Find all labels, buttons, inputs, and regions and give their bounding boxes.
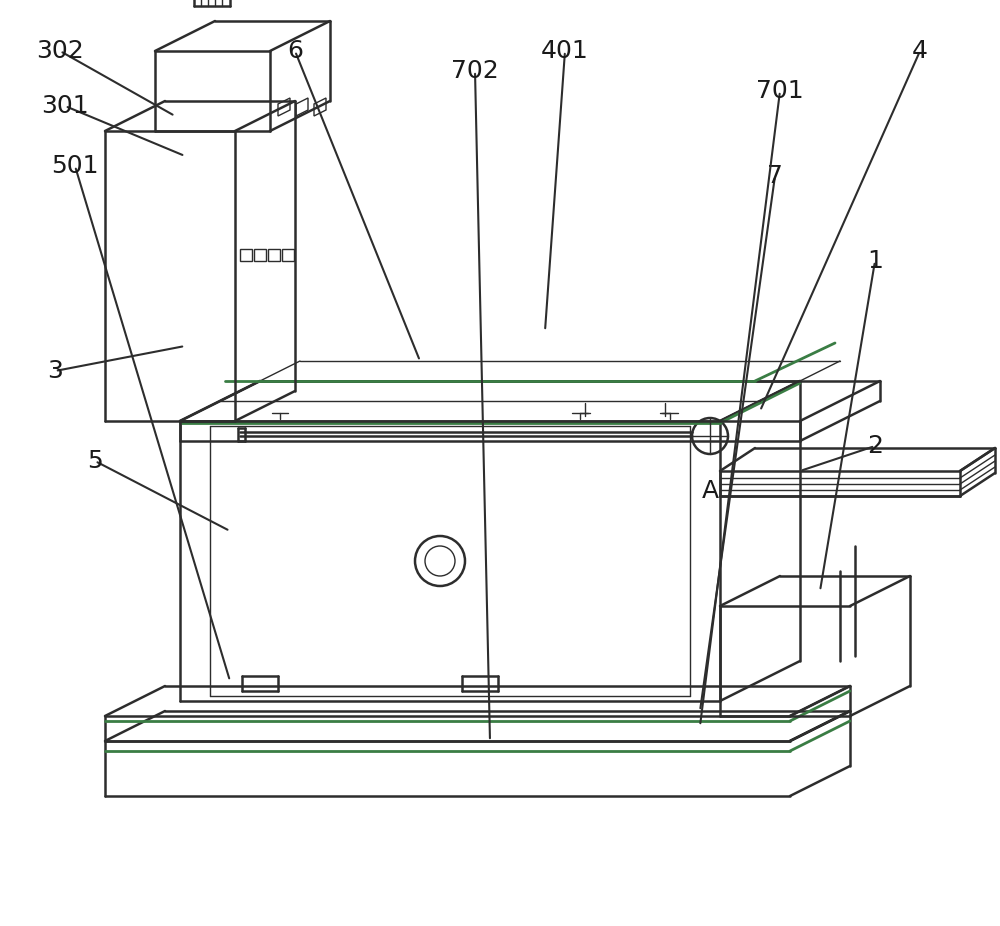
Text: A: A [701,479,719,503]
Text: 2: 2 [867,434,883,458]
Text: 501: 501 [51,154,99,178]
Text: 301: 301 [41,94,89,118]
Text: 701: 701 [756,79,804,103]
Text: 7: 7 [767,164,783,188]
Text: 702: 702 [451,59,499,83]
Text: 5: 5 [87,449,103,473]
Text: 1: 1 [867,249,883,273]
Text: 4: 4 [912,39,928,63]
Text: 302: 302 [36,39,84,63]
Text: 6: 6 [287,39,303,63]
Text: 401: 401 [541,39,589,63]
Text: 3: 3 [47,359,63,383]
